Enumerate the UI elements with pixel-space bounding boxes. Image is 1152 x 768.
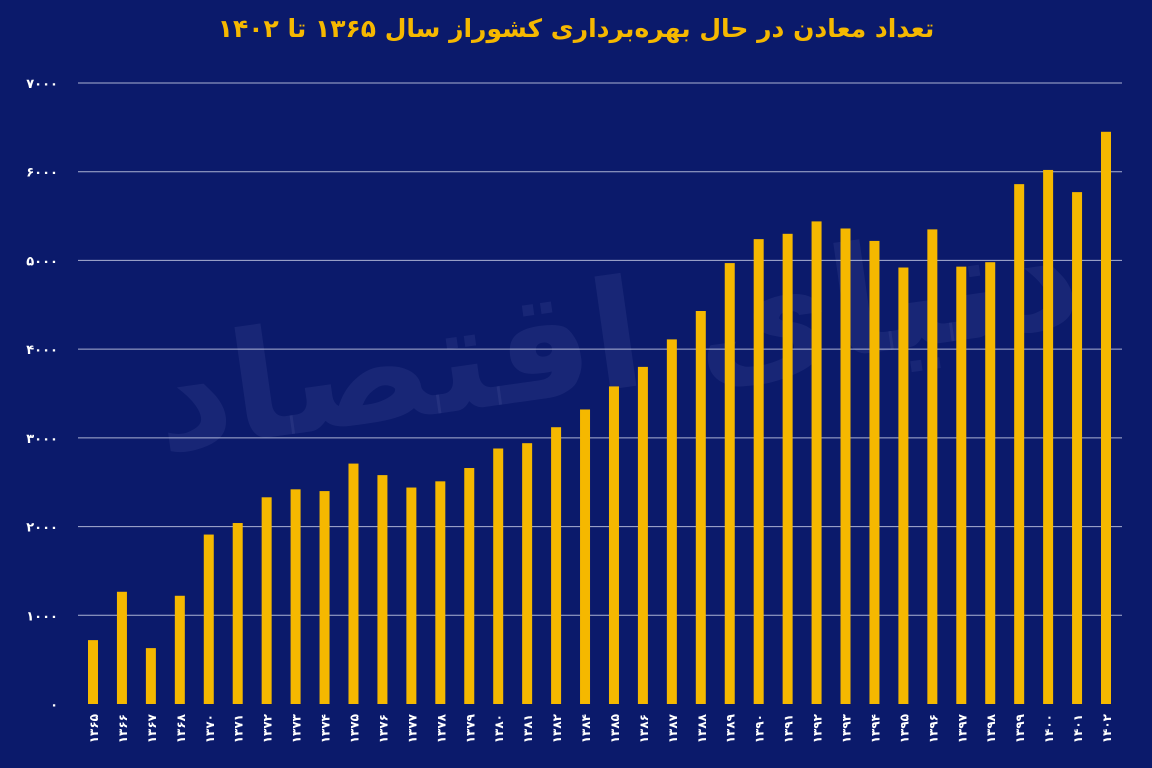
x-tick-label: ۱۳۹۶ [926, 714, 940, 743]
x-tick-label: ۱۳۶۷ [145, 713, 159, 743]
x-tick-label: ۱۳۹۰ [753, 714, 767, 743]
bar [435, 481, 446, 704]
bar [464, 468, 475, 704]
x-tick-label: ۱۳۸۱ [521, 714, 535, 743]
bars [88, 131, 1111, 705]
bar [724, 263, 735, 704]
y-tick-label: ۲۰۰۰ [26, 521, 58, 536]
bar [608, 386, 619, 704]
bar [1101, 131, 1111, 705]
x-axis-ticks: ۱۳۶۵ ۱۳۶۶ ۱۳۶۷ ۱۳۶۸ ۱۳۷۰ ۱۳۷۱ ۱۳۷۲ ۱۳۷۳ ۱۳۷۴ ۱۳۷۵… [87, 713, 1114, 743]
x-tick-label: ۱۳۶۸ [174, 713, 188, 743]
y-tick-label: ۵۰۰۰ [26, 254, 58, 269]
y-tick-label: ۷۰۰۰ [26, 77, 58, 92]
x-tick-label: ۱۳۶۶ [116, 714, 130, 743]
x-tick-label: ۱۳۸۴ [579, 714, 593, 743]
bar [522, 443, 533, 704]
bar [840, 228, 851, 704]
x-tick-label: ۱۴۰۰ [1042, 714, 1056, 743]
y-axis-ticks: ۰ ۱۰۰۰ ۲۰۰۰ ۳۰۰۰ ۴۰۰۰ ۵۰۰۰ ۶۰۰۰ ۷۰۰۰ [26, 77, 58, 713]
bar [1014, 184, 1025, 705]
x-tick-label: ۱۳۸۹ [724, 713, 738, 743]
x-tick-label: ۱۳۸۸ [695, 713, 709, 743]
x-tick-label: ۱۳۹۳ [840, 713, 854, 743]
x-tick-label: ۱۴۰۱ [1071, 714, 1085, 743]
x-tick-label: ۱۳۷۷ [405, 713, 419, 743]
bar [348, 463, 359, 704]
bar [1043, 169, 1054, 704]
x-tick-label: ۱۳۹۹ [1013, 713, 1027, 743]
y-tick-label: ۱۰۰۰ [26, 609, 58, 624]
x-tick-label: ۱۳۸۶ [637, 714, 651, 743]
x-tick-label: ۱۳۸۰ [492, 714, 506, 743]
bar [406, 487, 417, 704]
bar [580, 409, 591, 704]
bar [927, 229, 938, 704]
bar [203, 534, 214, 704]
y-tick-label: ۶۰۰۰ [26, 166, 58, 181]
bar [1072, 192, 1083, 704]
x-tick-label: ۱۳۷۶ [376, 714, 390, 743]
x-tick-label: ۱۳۷۰ [203, 714, 217, 743]
bar [116, 591, 127, 704]
x-tick-label: ۱۳۷۴ [319, 714, 333, 743]
x-tick-label: ۱۳۹۸ [984, 713, 998, 743]
x-tick-label: ۱۳۸۲ [550, 713, 564, 743]
x-tick-label: ۱۳۹۴ [868, 714, 882, 743]
bar [782, 233, 793, 705]
x-tick-label: ۱۳۷۱ [232, 714, 246, 743]
chart-title: تعداد معادن در حال بهره‌برداری کشوراز سا… [217, 14, 935, 43]
bar [88, 640, 98, 704]
bar [956, 266, 967, 704]
x-tick-label: ۱۳۷۸ [434, 713, 448, 743]
bar [232, 523, 243, 704]
x-tick-label: ۱۳۷۳ [290, 713, 304, 743]
x-tick-label: ۱۳۶۵ [87, 714, 101, 743]
bar [551, 427, 562, 704]
bar [869, 240, 880, 704]
bar [145, 648, 156, 704]
bar [493, 448, 504, 704]
bar [666, 339, 677, 704]
x-tick-label: ۱۳۹۱ [782, 714, 796, 743]
x-tick-label: ۱۳۹۲ [811, 713, 825, 743]
x-tick-label: ۱۳۷۵ [347, 714, 361, 743]
gridlines [78, 82, 1122, 616]
bar [753, 239, 764, 704]
bar [290, 489, 301, 704]
x-tick-label: ۱۴۰۲ [1100, 713, 1114, 743]
bar [261, 497, 272, 704]
bar [898, 267, 909, 704]
x-tick-label: ۱۳۸۷ [666, 713, 680, 743]
bar [637, 366, 648, 704]
bar [811, 221, 822, 704]
x-tick-label: ۱۳۹۷ [955, 713, 969, 743]
bar [377, 475, 388, 704]
x-tick-label: ۱۳۹۵ [897, 714, 911, 743]
x-tick-label: ۱۳۷۹ [463, 713, 477, 743]
bar [174, 595, 185, 704]
bar [695, 310, 706, 704]
bar [985, 262, 996, 704]
y-tick-label: ۴۰۰۰ [26, 343, 58, 358]
y-tick-label: ۰ [50, 698, 58, 713]
x-tick-label: ۱۳۸۵ [608, 714, 622, 743]
x-tick-label: ۱۳۷۲ [261, 713, 275, 743]
bar [319, 491, 330, 704]
y-tick-label: ۳۰۰۰ [26, 432, 58, 447]
